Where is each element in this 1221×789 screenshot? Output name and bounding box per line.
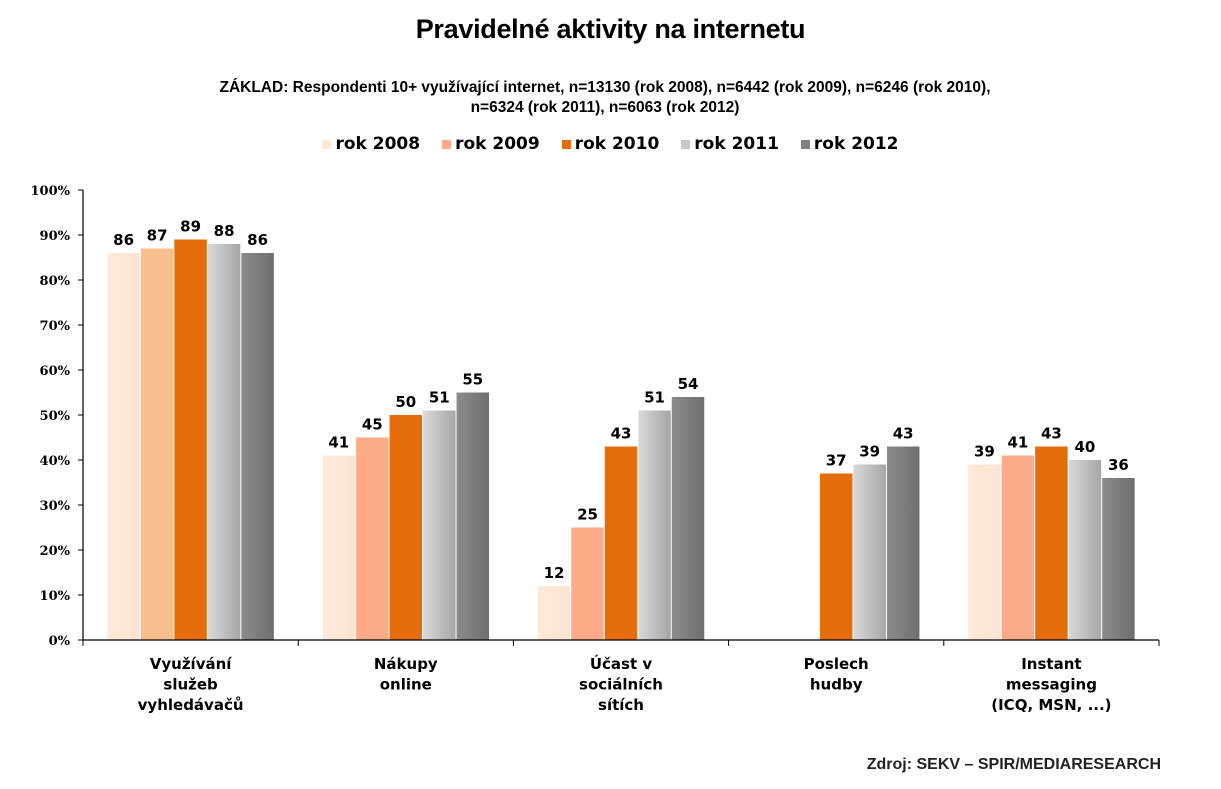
axis-layer: [78, 189, 1160, 646]
data-label: 43: [611, 425, 632, 443]
chart-title: Pravidelné aktivity na internetu: [415, 14, 806, 44]
legend-label-2010: rok 2010: [574, 134, 660, 154]
legend-swatch-2012: [800, 139, 810, 149]
y-tick-label: 50%: [40, 409, 71, 424]
legend-swatch-2011: [681, 139, 691, 149]
legend-label-2011: rok 2011: [694, 134, 779, 154]
y-tick-label: 20%: [40, 544, 71, 559]
subtitle-line-1: ZÁKLAD: Respondenti 10+ využívající inte…: [219, 79, 991, 96]
bars-layer: [107, 239, 1135, 640]
data-label: 87: [147, 227, 168, 245]
data-label: 45: [362, 416, 383, 434]
y-tick-label: 0%: [49, 634, 71, 649]
source-note: Zdroj: SEKV – SPIR/MEDIARESEARCH: [866, 756, 1161, 773]
chart-subtitle: ZÁKLAD: Respondenti 10+ využívající inte…: [100, 78, 1110, 118]
legend-swatch-2010: [561, 139, 571, 149]
legend-swatch-2008: [322, 139, 332, 149]
y-tick-label: 60%: [40, 364, 71, 379]
x-category-label: Poslech hudby: [804, 655, 869, 694]
legend-item-2012: rok 2012: [800, 134, 899, 154]
y-tick-label: 30%: [40, 499, 71, 514]
bar-rok-2011-cat4: [1068, 460, 1102, 640]
legend-item-2009: rok 2009: [442, 134, 540, 154]
bar-rok-2012-cat4: [1102, 478, 1135, 640]
bar-rok-2011-cat3: [853, 464, 886, 640]
legend: rok 2008 rok 2009 rok 2010 rok 2011 rok …: [0, 134, 1221, 154]
x-category-label: Instant messaging (ICQ, MSN, ...): [991, 655, 1111, 714]
y-tick-label: 10%: [40, 589, 71, 604]
data-label: 89: [180, 218, 201, 236]
data-label: 40: [1074, 438, 1095, 456]
data-label: 41: [328, 434, 349, 452]
bar-rok-2009-cat0: [140, 248, 174, 640]
y-tick-label: 40%: [40, 454, 71, 469]
data-label: 54: [678, 375, 699, 393]
legend-label-2009: rok 2009: [455, 134, 540, 154]
data-label: 43: [893, 425, 914, 443]
data-label: 86: [247, 231, 268, 249]
bar-rok-2008-cat2: [537, 586, 571, 640]
data-label: 86: [113, 231, 134, 249]
bar-rok-2012-cat1: [456, 392, 490, 640]
bar-rok-2009-cat1: [356, 437, 389, 640]
bar-rok-2012-cat2: [671, 397, 705, 640]
bar-rok-2012-cat0: [241, 253, 274, 640]
x-category-label: Nákupy online: [374, 655, 438, 694]
bar-rok-2009-cat2: [571, 527, 604, 640]
data-label: 36: [1108, 456, 1129, 474]
data-label: 41: [1007, 434, 1028, 452]
bar-rok-2009-cat4: [1001, 455, 1035, 640]
bar-rok-2010-cat3: [819, 473, 853, 640]
bar-rok-2008-cat1: [322, 455, 356, 640]
x-category-label: Účast v sociálních sítích: [579, 654, 663, 714]
data-label: 51: [644, 389, 665, 407]
legend-label-2012: rok 2012: [813, 134, 899, 154]
y-tick-label: 100%: [31, 184, 71, 199]
bar-rok-2010-cat1: [389, 415, 423, 640]
data-label: 12: [544, 564, 565, 582]
bar-rok-2008-cat0: [107, 253, 140, 640]
data-label: 39: [859, 443, 880, 461]
subtitle-line-2: n=6324 (rok 2011), n=6063 (rok 2012): [470, 99, 740, 116]
data-label: 25: [577, 506, 598, 524]
legend-swatch-2009: [442, 139, 452, 149]
x-category-label: Využívání služeb vyhledávačů: [138, 655, 244, 714]
bar-rok-2012-cat3: [886, 446, 920, 640]
data-label: 51: [429, 389, 450, 407]
y-tick-label: 80%: [40, 274, 71, 289]
bar-rok-2011-cat0: [207, 244, 241, 640]
y-tick-label: 70%: [40, 319, 71, 334]
y-tick-label: 90%: [40, 229, 71, 244]
labels-layer: 86 87 89 88 86 41 45 50 51 55 12 25 43 51 54 37 39 43 39 41…: [31, 184, 1129, 714]
bar-rok-2010-cat4: [1035, 446, 1068, 640]
legend-item-2010: rok 2010: [561, 134, 660, 154]
bar-rok-2010-cat2: [604, 446, 638, 640]
bar-rok-2011-cat1: [423, 410, 456, 640]
bar-rok-2008-cat4: [968, 464, 1001, 640]
data-label: 37: [826, 452, 847, 470]
data-label: 88: [214, 222, 235, 240]
legend-item-2008: rok 2008: [322, 134, 420, 154]
data-label: 50: [395, 393, 416, 411]
data-label: 39: [974, 443, 995, 461]
data-label: 43: [1041, 425, 1062, 443]
data-label: 55: [462, 371, 483, 389]
bar-rok-2011-cat2: [638, 410, 671, 640]
legend-item-2011: rok 2011: [681, 134, 779, 154]
bar-rok-2010-cat0: [174, 239, 207, 640]
legend-label-2008: rok 2008: [335, 134, 421, 154]
